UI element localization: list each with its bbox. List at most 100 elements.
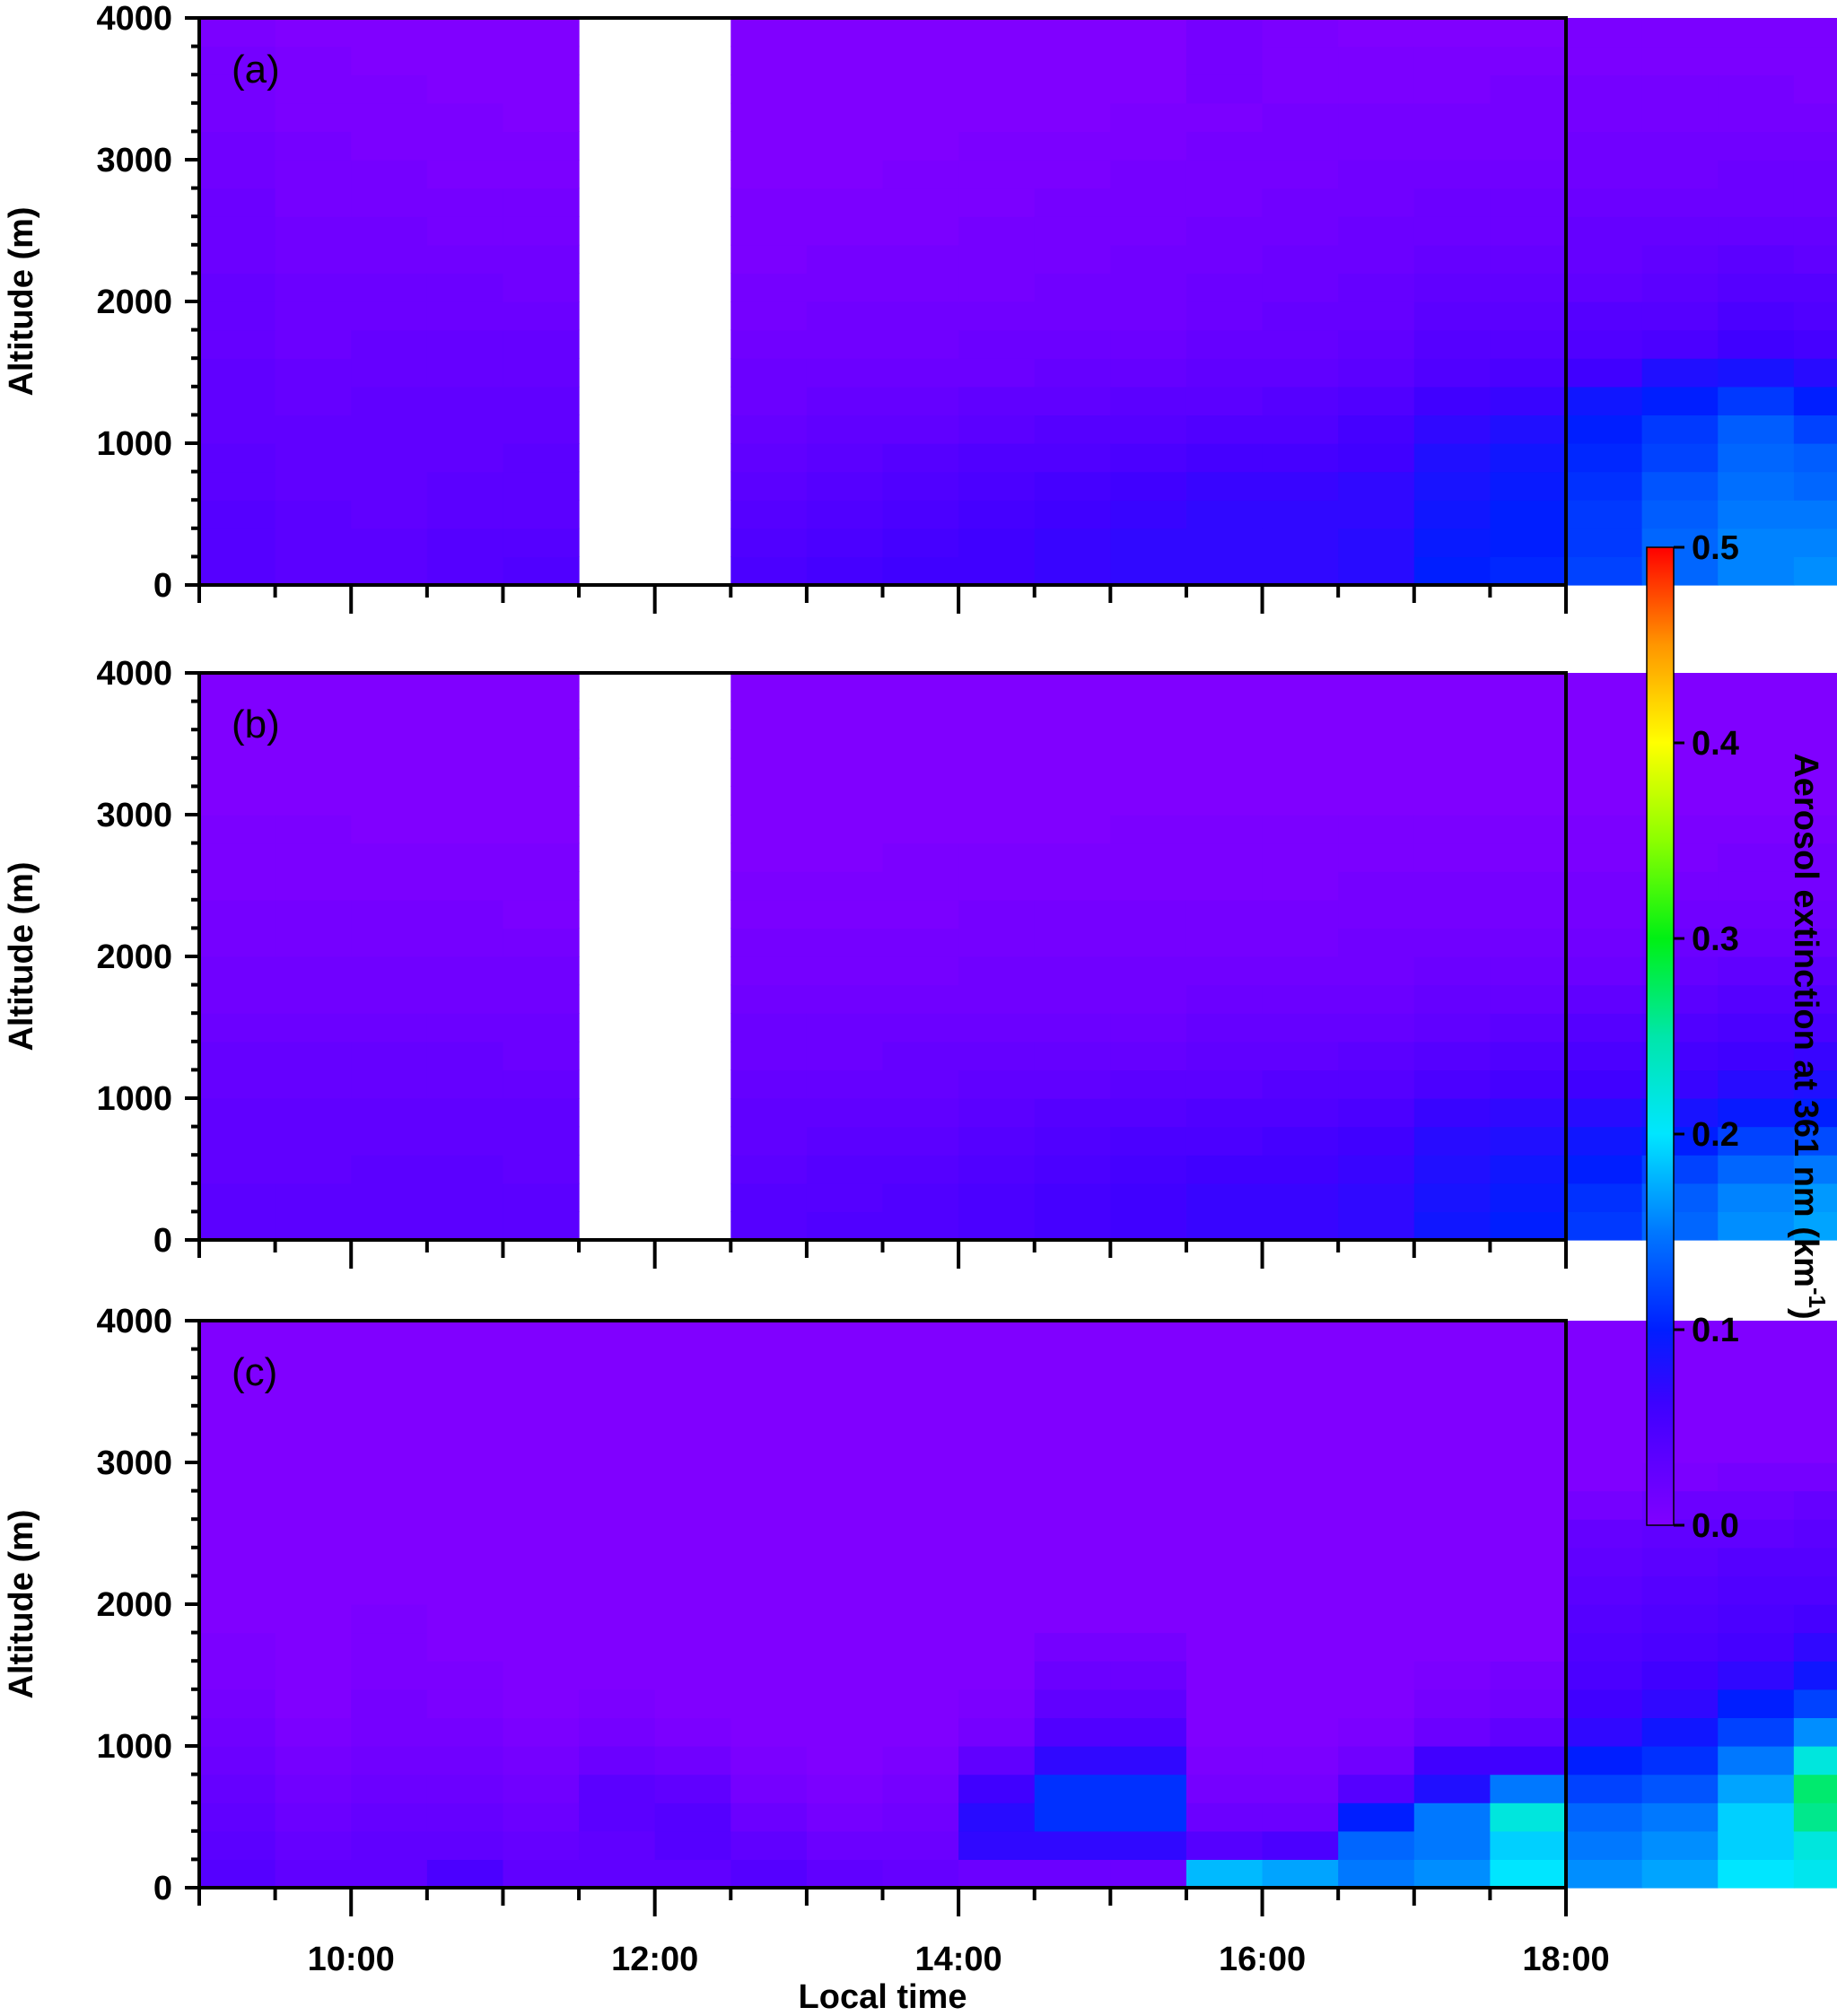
heatmap-cell — [1110, 928, 1187, 957]
heatmap-cell — [806, 1859, 884, 1889]
heatmap-cell — [503, 301, 580, 331]
heatmap-cell — [1490, 1632, 1567, 1662]
heatmap-cell — [275, 1321, 352, 1350]
heatmap-cell — [1718, 1041, 1795, 1070]
heatmap-cell — [730, 673, 808, 703]
heatmap-cell — [1338, 1405, 1415, 1435]
heatmap-cell — [351, 160, 428, 189]
heatmap-cell — [1413, 528, 1491, 557]
heatmap-cell — [199, 415, 276, 444]
heatmap-cell — [1566, 1377, 1643, 1407]
heatmap-cell — [1490, 1604, 1567, 1634]
heatmap-cell — [426, 815, 504, 844]
heatmap-cell — [199, 1183, 276, 1212]
heatmap-cell — [958, 1041, 1036, 1070]
heatmap-cell — [1262, 46, 1339, 75]
heatmap-cell — [275, 1434, 352, 1463]
heatmap-cell — [503, 556, 580, 586]
heatmap-cell — [199, 1802, 276, 1832]
heatmap-cell — [275, 1774, 352, 1803]
heatmap-cell — [882, 757, 959, 787]
heatmap-cell — [351, 1069, 428, 1099]
heatmap-cell — [275, 1717, 352, 1747]
heatmap-cell — [806, 729, 884, 759]
heatmap-cell — [1793, 984, 1837, 1014]
heatmap-cell — [1338, 329, 1415, 359]
heatmap-cell — [1034, 1661, 1111, 1690]
heatmap-cell — [882, 1689, 959, 1718]
heatmap-cell — [1110, 46, 1187, 75]
heatmap-cell — [1413, 871, 1491, 901]
heatmap-cell — [1490, 1377, 1567, 1407]
heatmap-cell — [275, 757, 352, 787]
heatmap-cell — [882, 329, 959, 359]
heatmap-cell — [1641, 1717, 1719, 1747]
heatmap-cell — [1793, 244, 1837, 274]
heatmap-cell — [1338, 1013, 1415, 1043]
heatmap-cell — [1718, 188, 1795, 217]
heatmap-cell — [1034, 1405, 1111, 1435]
heatmap-cell — [1641, 329, 1719, 359]
heatmap-cell — [1793, 1802, 1837, 1832]
heatmap-cell — [958, 301, 1036, 331]
heatmap-cell — [730, 160, 808, 189]
heatmap-cell — [1793, 415, 1837, 444]
heatmap-cell — [351, 1348, 428, 1378]
heatmap-cell — [806, 1041, 884, 1070]
colorbar-gradient — [1646, 546, 1675, 1526]
heatmap-cell — [1185, 1689, 1264, 1718]
heatmap-cell — [1566, 102, 1643, 132]
heatmap-cell — [1490, 956, 1567, 986]
heatmap-cell — [351, 1661, 428, 1690]
heatmap-cell — [1490, 358, 1567, 388]
heatmap-cell — [1413, 1069, 1491, 1099]
heatmap-cell — [1185, 871, 1264, 901]
heatmap-cell — [1262, 729, 1339, 759]
heatmap-cell — [1110, 1774, 1187, 1803]
heatmap-cell — [579, 1519, 656, 1549]
heatmap-cell — [882, 1830, 959, 1860]
heatmap-cell — [730, 131, 808, 161]
heatmap-cell — [806, 386, 884, 415]
heatmap-cell — [1338, 500, 1415, 529]
heatmap-cell — [1262, 1405, 1339, 1435]
heatmap-cell — [1338, 1519, 1415, 1549]
heatmap-cell — [730, 1689, 808, 1718]
heatmap-cell — [1413, 1013, 1491, 1043]
heatmap-cell — [1034, 1830, 1111, 1860]
heatmap-cell — [1413, 1802, 1491, 1832]
heatmap-cell — [882, 1321, 959, 1350]
heatmap-cell — [1185, 1490, 1264, 1520]
heatmap-cell — [882, 102, 959, 132]
heatmap-cell — [958, 18, 1036, 48]
heatmap-cell — [806, 1434, 884, 1463]
heatmap-cell — [1566, 301, 1643, 331]
heatmap-cell — [1413, 928, 1491, 957]
heatmap-cell — [1566, 786, 1643, 816]
heatmap-cell — [1413, 1462, 1491, 1492]
heatmap-cell — [351, 1604, 428, 1634]
heatmap-cell — [958, 1348, 1036, 1378]
heatmap-cell — [275, 46, 352, 75]
heatmap-cell — [1793, 729, 1837, 759]
x-axis-title: Local time — [799, 1978, 967, 2016]
heatmap-cell — [1641, 1689, 1719, 1718]
colorbar-tick-label: 0.3 — [1692, 921, 1739, 958]
heatmap-cell — [730, 273, 808, 302]
heatmap-cell — [1566, 443, 1643, 473]
heatmap-cell — [1110, 556, 1187, 586]
heatmap-cell — [1566, 1348, 1643, 1378]
heatmap-cell — [1262, 329, 1339, 359]
heatmap-cell — [1413, 701, 1491, 730]
heatmap-cell — [1110, 301, 1187, 331]
heatmap-cell — [1566, 386, 1643, 415]
heatmap-cell — [199, 528, 276, 557]
y-tick-label: 1000 — [96, 425, 172, 463]
heatmap-cell — [1185, 1069, 1264, 1099]
heatmap-cell — [730, 528, 808, 557]
heatmap-cell — [1413, 1098, 1491, 1128]
heatmap-cell — [275, 871, 352, 901]
heatmap-cell — [1793, 74, 1837, 104]
heatmap-cell — [1413, 1348, 1491, 1378]
heatmap-cell — [426, 244, 504, 274]
